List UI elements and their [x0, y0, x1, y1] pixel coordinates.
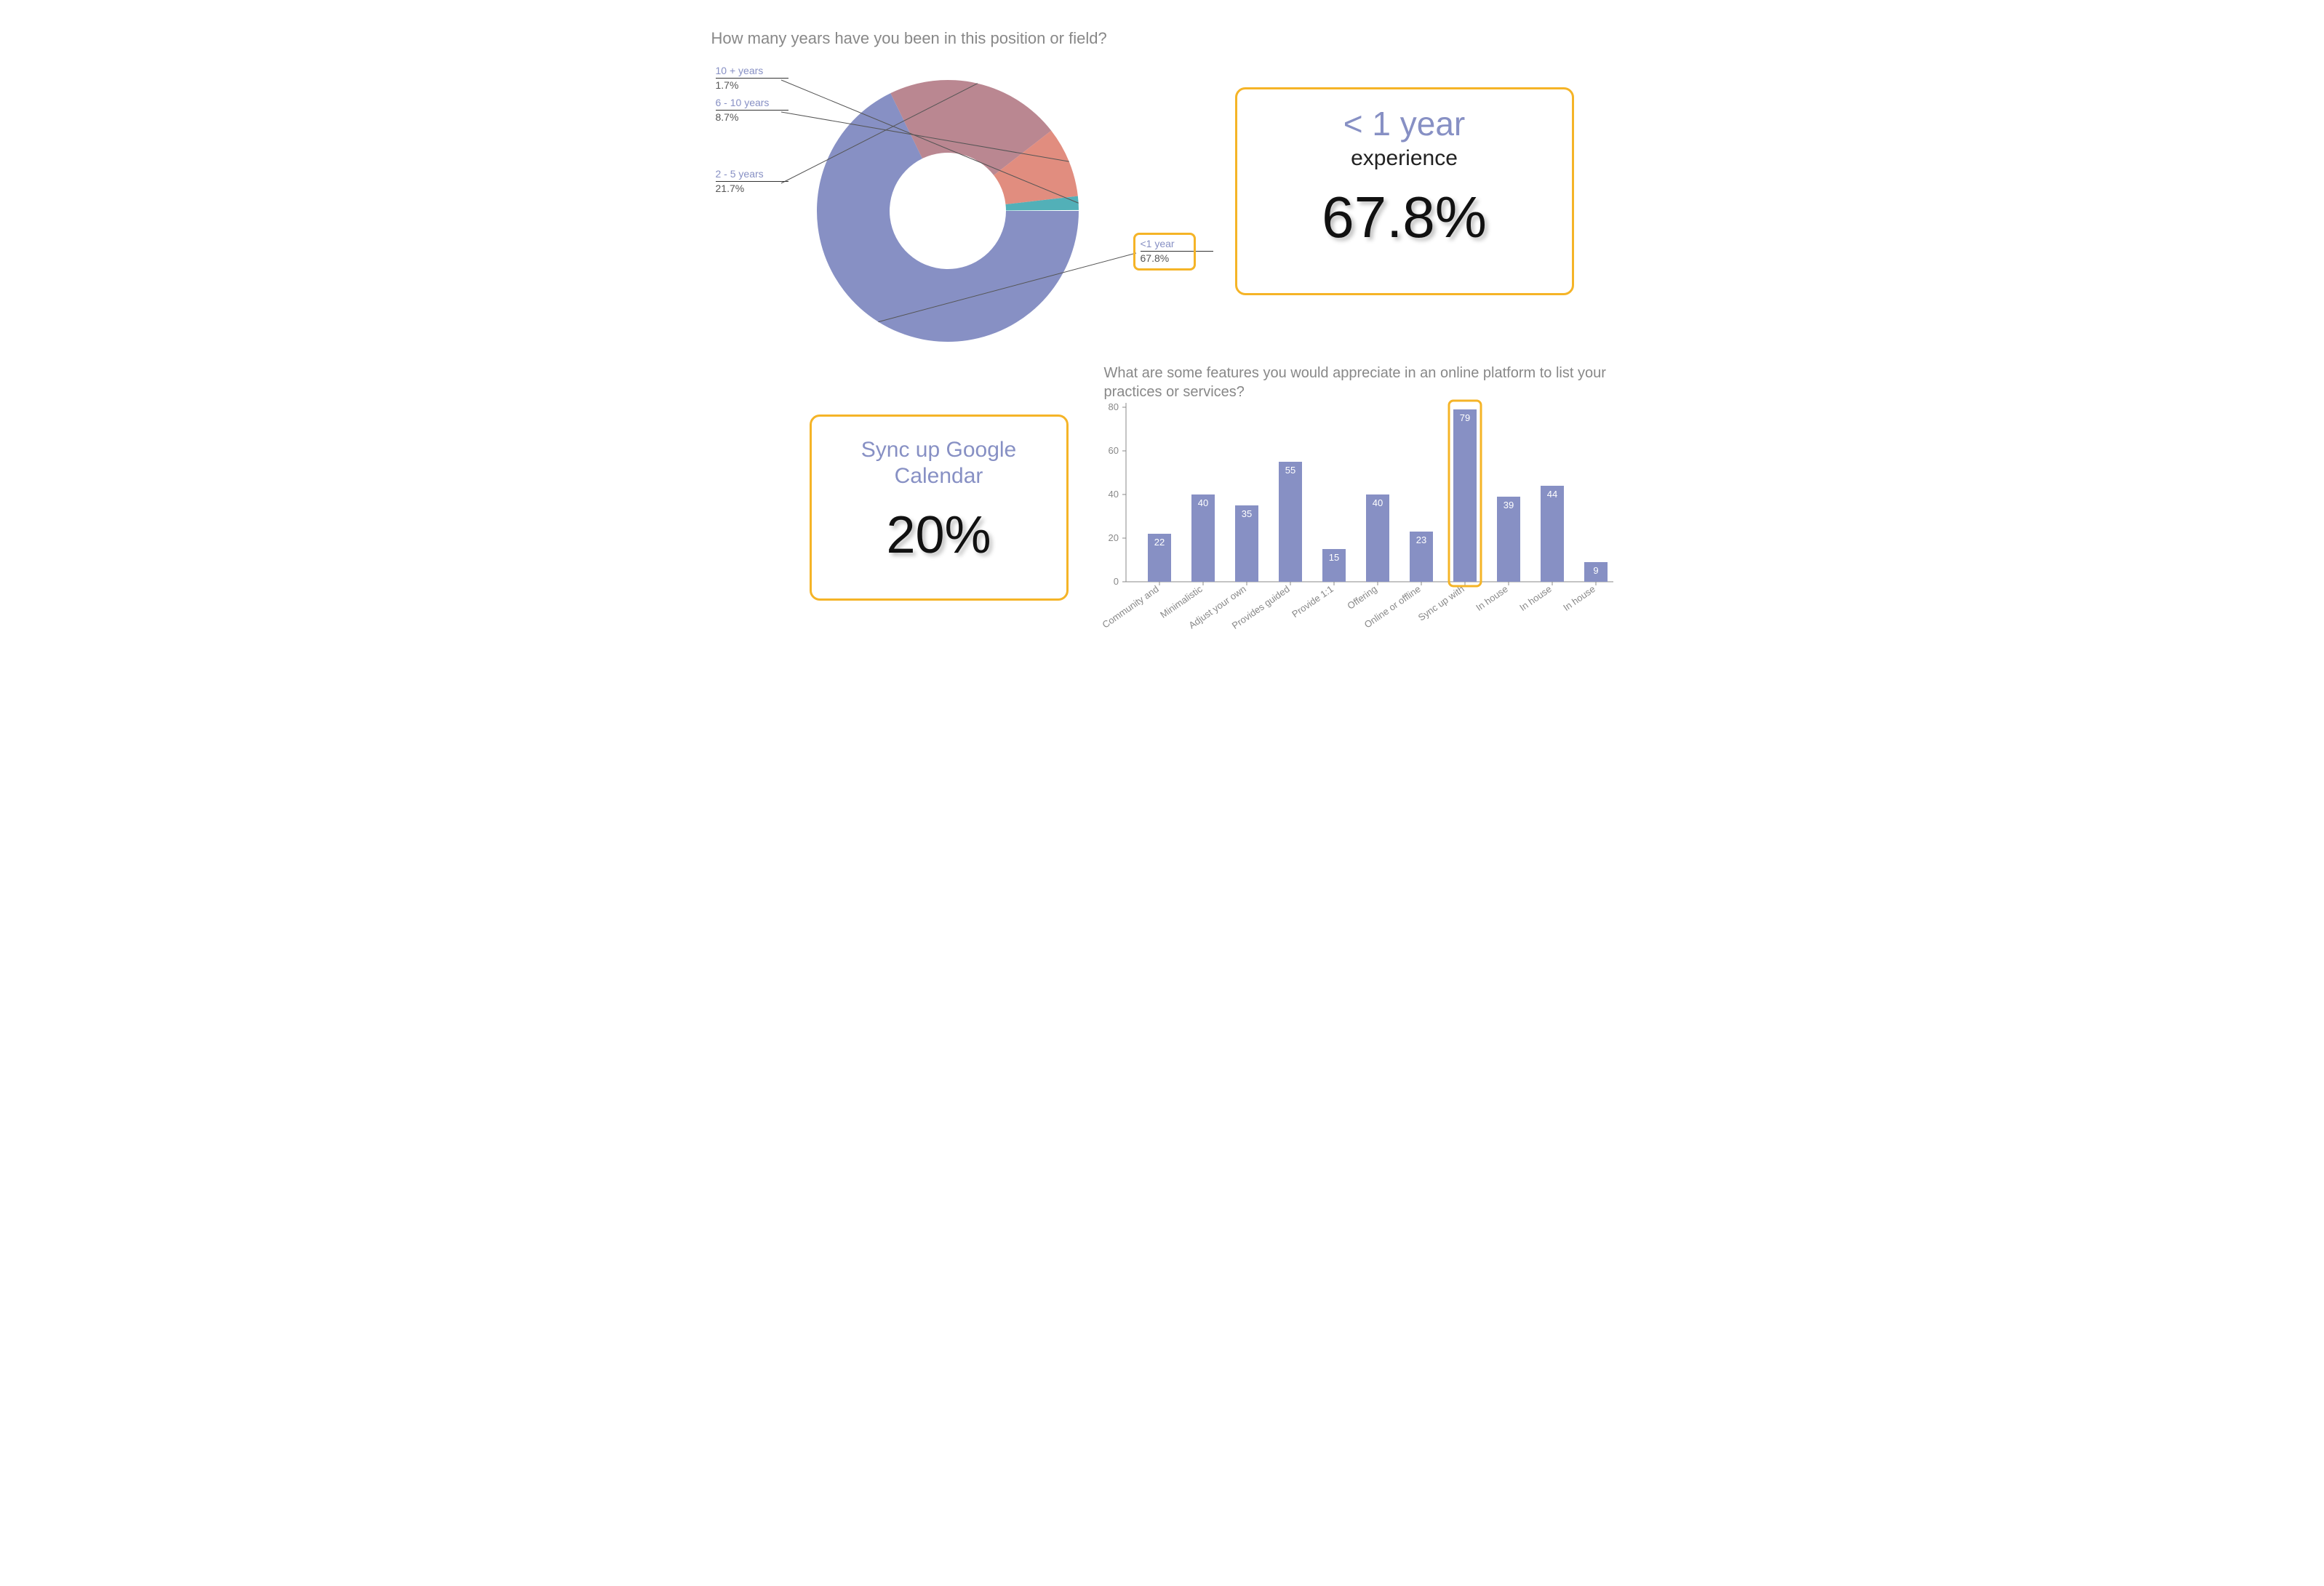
donut-callout-pct: 1.7%: [716, 80, 788, 91]
bar: [1541, 486, 1564, 582]
bar-y-tick-label: 20: [1108, 532, 1118, 543]
bar-value-label: 40: [1372, 497, 1382, 508]
bar-category-label: Sync up with: [1415, 583, 1466, 623]
bar-value-label: 22: [1154, 537, 1164, 548]
bar-value-label: 79: [1459, 412, 1469, 423]
donut-callout: 2 - 5 years 21.7%: [716, 169, 788, 195]
bar: [1279, 462, 1302, 582]
bar-value-label: 23: [1415, 534, 1426, 545]
donut-callout-label: 10 + years: [716, 65, 788, 76]
bar-value-label: 35: [1241, 508, 1251, 519]
bar-category-label: In house: [1561, 583, 1597, 613]
donut-callout-rule: [716, 110, 788, 111]
bar-value-label: 44: [1546, 489, 1557, 500]
bar-y-tick-label: 40: [1108, 489, 1118, 500]
donut-callout-pct: 8.7%: [716, 112, 788, 123]
bar-value-label: 55: [1285, 465, 1295, 476]
donut-callout-pct: 21.7%: [716, 183, 788, 194]
bar-category-label: In house: [1517, 583, 1553, 613]
bar-value-label: 39: [1503, 500, 1513, 510]
bar-value-label: 15: [1328, 552, 1338, 563]
bar: [1453, 409, 1477, 582]
bar-category-label: Community and: [1100, 583, 1160, 630]
bar-category-label: Offering: [1345, 583, 1378, 612]
donut-callout-label: 2 - 5 years: [716, 169, 788, 180]
donut-callout: 10 + years 1.7%: [716, 65, 788, 92]
bar-chart: 02040608022Community and40Minimalistic35…: [675, 0, 1650, 669]
bar-value-label: 9: [1593, 565, 1598, 576]
bar-y-tick-label: 60: [1108, 445, 1118, 456]
donut-callout: 6 - 10 years 8.7%: [716, 97, 788, 124]
donut-callout-rule: [716, 181, 788, 182]
donut-callout-rule: [716, 78, 788, 79]
dashboard-page: How many years have you been in this pos…: [675, 0, 1650, 669]
bar-category-label: Provide 1:1: [1290, 583, 1335, 620]
bar-category-label: In house: [1474, 583, 1509, 613]
bar-y-tick-label: 0: [1113, 576, 1118, 587]
donut-callout-highlight: [1133, 233, 1196, 271]
bar-value-label: 40: [1197, 497, 1207, 508]
donut-callout-label: 6 - 10 years: [716, 97, 788, 108]
bar-y-tick-label: 80: [1108, 401, 1118, 412]
